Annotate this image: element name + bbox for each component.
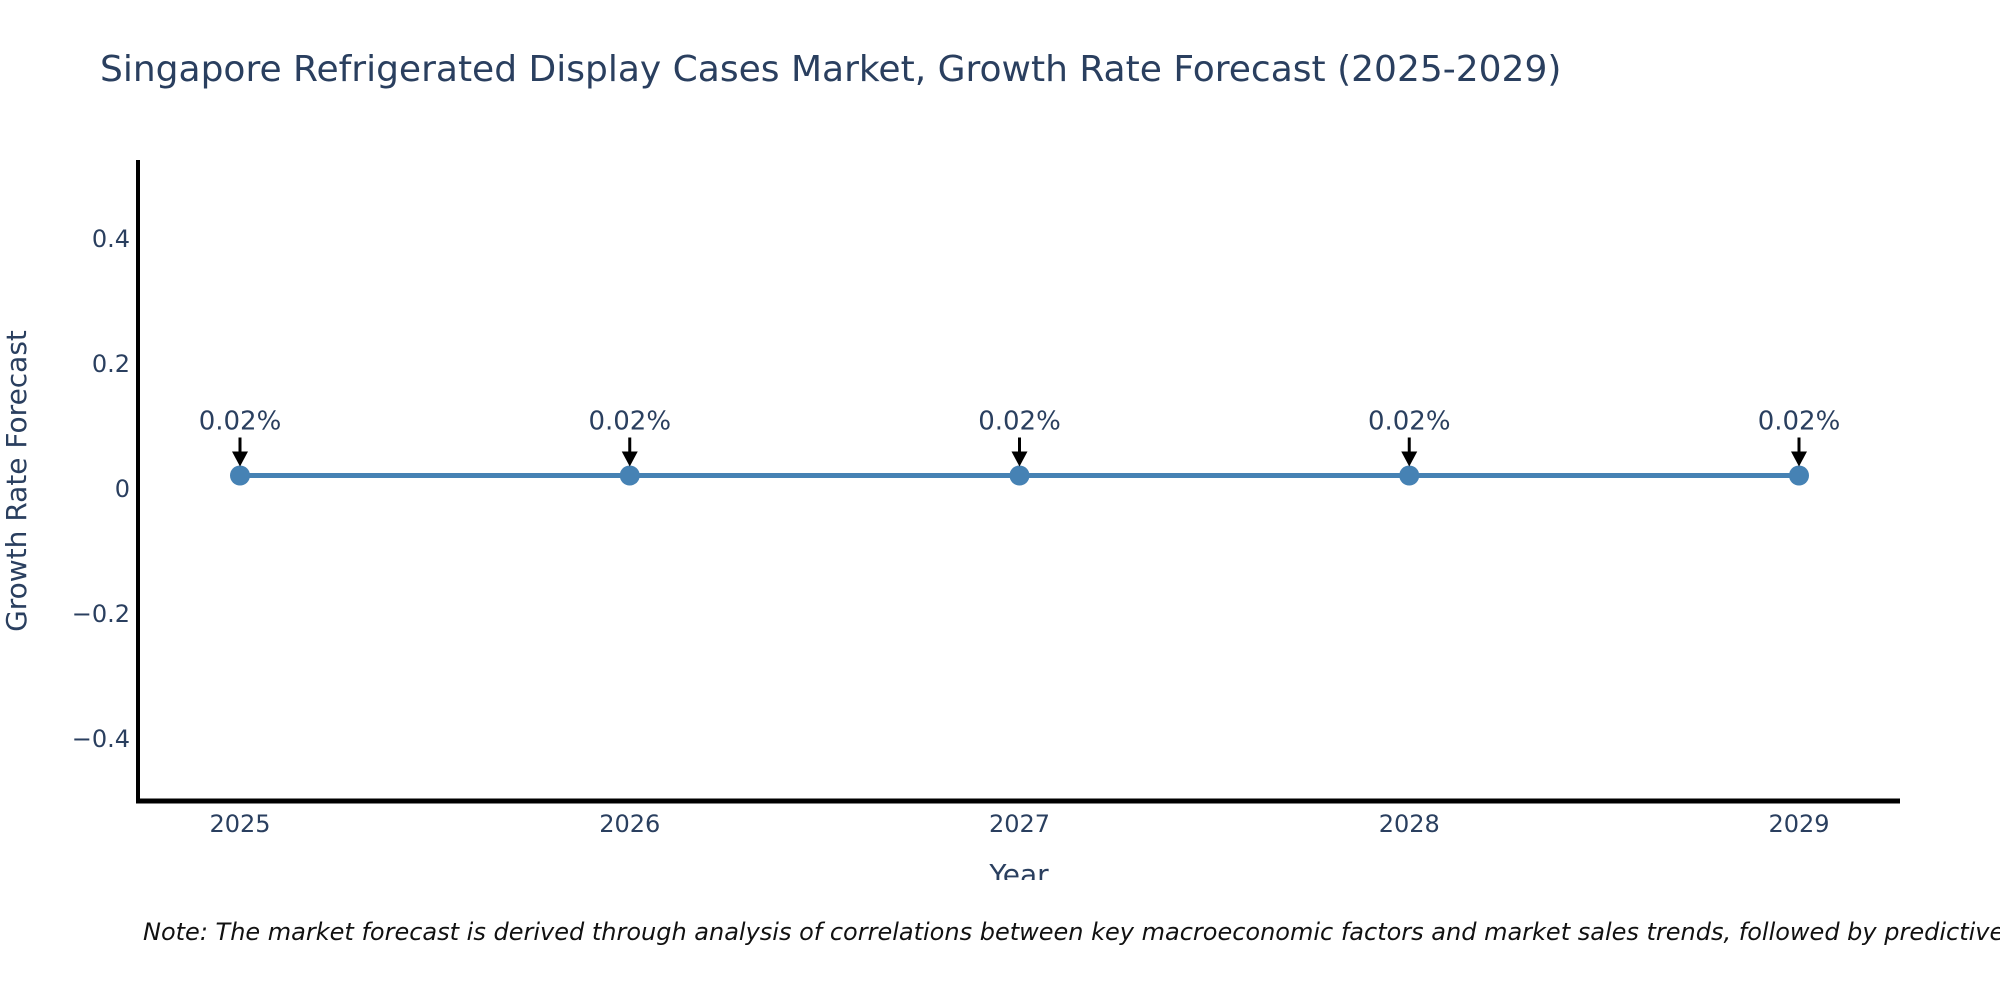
point-value-label: 0.02% <box>199 407 282 437</box>
x-tick-label: 2026 <box>599 810 660 838</box>
y-tick-label: −0.4 <box>72 725 130 753</box>
annotation-arrow-head <box>1011 451 1028 467</box>
footnote: Note: The market forecast is derived thr… <box>143 918 2000 946</box>
annotation-arrow-head <box>232 451 248 467</box>
data-point <box>1789 465 1809 486</box>
x-tick-label: 2025 <box>209 810 270 838</box>
y-tick-label: −0.2 <box>72 600 130 628</box>
point-value-label: 0.02% <box>978 407 1061 437</box>
x-tick-label: 2029 <box>1768 810 1829 838</box>
data-point <box>1399 465 1420 486</box>
y-axis-title: Growth Rate Forecast <box>0 330 33 632</box>
y-axis-tick-labels: 0.4 0.2 0 −0.2 −0.4 <box>72 225 130 753</box>
annotation-arrow-head <box>621 451 638 467</box>
annotation-arrow-head <box>1401 451 1418 467</box>
data-point <box>230 465 250 486</box>
point-value-label: 0.02% <box>588 407 671 437</box>
point-value-label: 0.02% <box>1758 407 1841 437</box>
y-tick-label: 0 <box>115 475 130 503</box>
data-point <box>1009 465 1030 486</box>
annotation-arrow-head <box>1791 451 1807 467</box>
x-tick-label: 2027 <box>989 810 1050 838</box>
chart-title: Singapore Refrigerated Display Cases Mar… <box>100 49 1561 90</box>
y-tick-label: 0.4 <box>92 225 130 253</box>
x-tick-label: 2028 <box>1379 810 1440 838</box>
point-annotations: 0.02% 0.02% 0.02% 0.02% 0.02% <box>199 407 1841 467</box>
series-markers <box>230 465 1809 486</box>
x-axis-title: Year <box>988 858 1049 880</box>
x-axis-tick-labels: 2025 2026 2027 2028 2029 <box>209 810 1829 838</box>
point-value-label: 0.02% <box>1368 407 1451 437</box>
growth-rate-forecast-chart: Singapore Refrigerated Display Cases Mar… <box>0 49 1900 880</box>
y-tick-label: 0.2 <box>92 350 130 378</box>
data-point <box>619 465 640 486</box>
